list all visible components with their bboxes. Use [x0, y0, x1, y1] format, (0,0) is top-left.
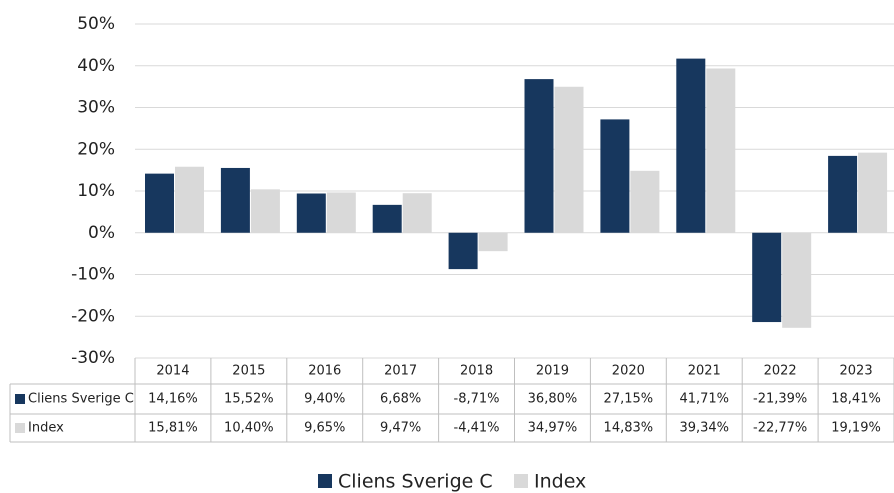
- bar: [326, 192, 356, 233]
- table-value: 14,16%: [148, 392, 198, 407]
- legend-swatch: [15, 423, 25, 433]
- bar: [402, 193, 432, 233]
- x-tick-label: 2023: [840, 364, 873, 379]
- bar: [630, 170, 660, 233]
- legend-swatch: [318, 474, 332, 488]
- table-value: 9,47%: [380, 421, 421, 436]
- table-series-label: Cliens Sverige C: [28, 392, 134, 407]
- legend-swatch: [514, 474, 528, 488]
- y-tick-label: -20%: [71, 306, 115, 326]
- x-tick-label: 2017: [384, 364, 417, 379]
- y-tick-label: -30%: [71, 348, 115, 368]
- bar: [250, 189, 280, 233]
- bar: [145, 173, 174, 233]
- table-value: 9,65%: [304, 421, 345, 436]
- table-value: 34,97%: [528, 421, 578, 436]
- x-tick-label: 2019: [536, 364, 569, 379]
- y-tick-label: 0%: [88, 223, 115, 243]
- bar: [524, 79, 554, 233]
- table-value: -8,71%: [454, 392, 500, 407]
- y-tick-label: 40%: [77, 56, 115, 76]
- x-tick-label: 2020: [612, 364, 645, 379]
- table-value: 9,40%: [304, 392, 345, 407]
- table-value: 14,83%: [604, 421, 654, 436]
- bar: [828, 155, 858, 233]
- legend-swatch: [15, 394, 25, 404]
- table-value: 15,52%: [224, 392, 274, 407]
- x-tick-label: 2015: [232, 364, 265, 379]
- table-value: -22,77%: [753, 421, 807, 436]
- bar: [448, 232, 478, 270]
- bar: [175, 166, 204, 233]
- bar: [858, 152, 888, 233]
- legend-label: Index: [534, 471, 586, 493]
- x-tick-label: 2014: [156, 364, 189, 379]
- y-tick-label: 10%: [77, 181, 115, 201]
- legend-label: Cliens Sverige C: [338, 471, 493, 493]
- table-value: 27,15%: [604, 392, 654, 407]
- bar: [706, 68, 736, 233]
- x-tick-label: 2018: [460, 364, 493, 379]
- bar: [600, 119, 630, 233]
- table-value: 18,41%: [831, 392, 881, 407]
- y-tick-label: -10%: [71, 265, 115, 285]
- y-tick-label: 50%: [77, 14, 115, 34]
- table-series-label: Index: [28, 421, 64, 436]
- bar: [296, 193, 326, 233]
- table-value: 39,34%: [679, 421, 729, 436]
- table-value: 19,19%: [831, 421, 881, 436]
- x-tick-label: 2021: [688, 364, 721, 379]
- table-value: 36,80%: [528, 392, 578, 407]
- table-value: 41,71%: [679, 392, 729, 407]
- table-value: 6,68%: [380, 392, 421, 407]
- bar: [782, 232, 812, 328]
- x-tick-label: 2022: [764, 364, 797, 379]
- bar: [554, 86, 584, 233]
- y-tick-label: 20%: [77, 139, 115, 159]
- bar: [478, 232, 508, 252]
- table-value: 15,81%: [148, 421, 198, 436]
- table-value: -4,41%: [454, 421, 500, 436]
- bar: [220, 167, 250, 233]
- bar: [372, 204, 402, 233]
- bar: [676, 58, 706, 233]
- y-tick-label: 30%: [77, 98, 115, 118]
- table-value: -21,39%: [753, 392, 807, 407]
- x-tick-label: 2016: [308, 364, 341, 379]
- table-value: 10,40%: [224, 421, 274, 436]
- bar: [752, 232, 782, 323]
